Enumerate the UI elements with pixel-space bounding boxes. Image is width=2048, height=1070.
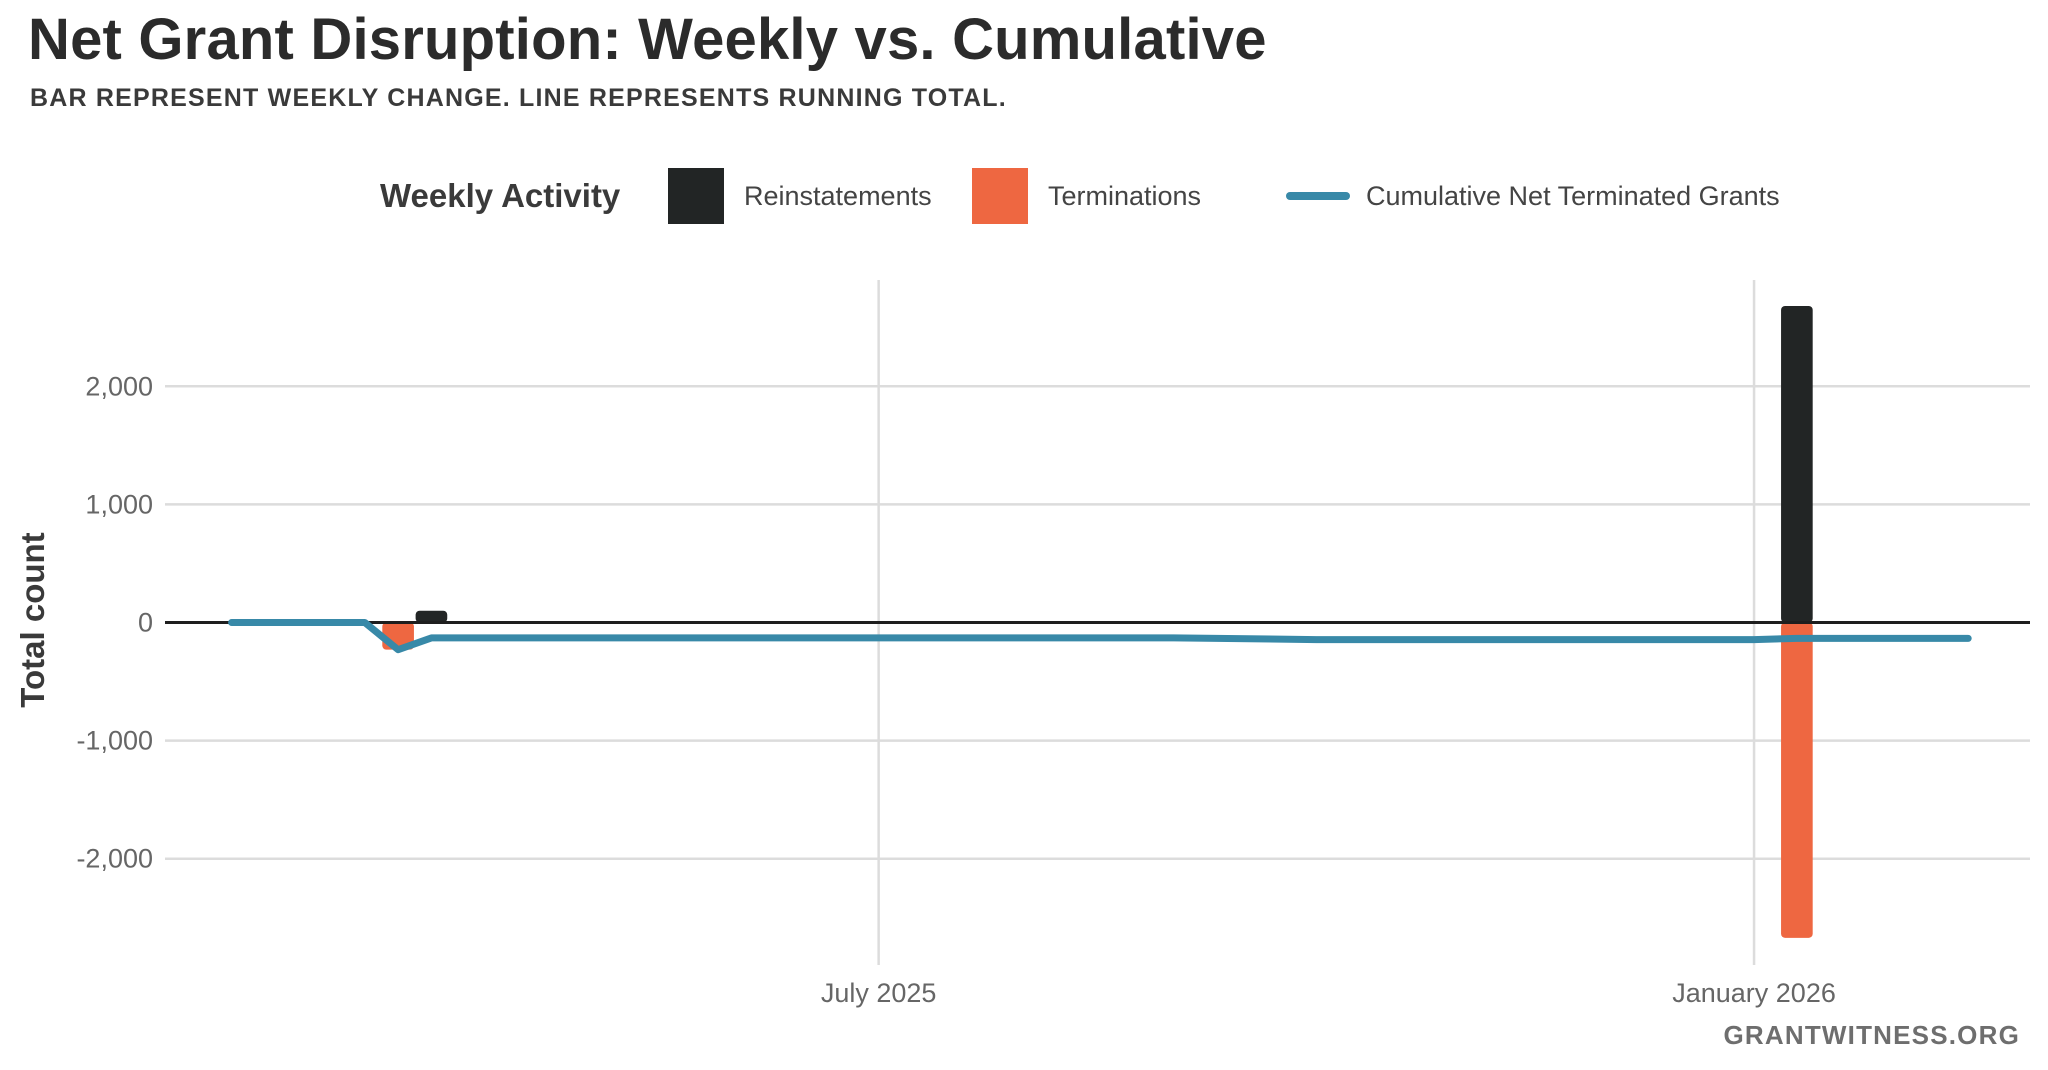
x-axis-ticks: July 2025 January 2026	[821, 978, 1836, 1008]
legend-swatch-terminations	[972, 168, 1028, 224]
cumulative-line	[228, 619, 1972, 654]
bar-reinstatements	[415, 610, 448, 623]
y-axis-label: Total count	[14, 532, 51, 707]
legend-swatch-reinstatements	[668, 168, 724, 224]
bar-terminations	[1781, 622, 1813, 938]
x-tick-label: July 2025	[821, 978, 937, 1008]
y-tick-label: 0	[138, 608, 153, 638]
chart-title: Net Grant Disruption: Weekly vs. Cumulat…	[28, 7, 1267, 72]
legend-title: Weekly Activity	[380, 177, 621, 214]
cumulative-line-group	[228, 619, 1972, 654]
y-axis-ticks: -2,000 -1,000 0 1,000 2,000	[76, 371, 153, 873]
y-tick-label: 2,000	[85, 371, 153, 401]
legend: Weekly Activity Reinstatements Terminati…	[380, 168, 1780, 224]
chart-subtitle: BAR REPRESENT WEEKLY CHANGE. LINE REPRES…	[30, 84, 1007, 112]
legend-label-terminations: Terminations	[1048, 181, 1201, 211]
bar-reinstatements	[1781, 305, 1813, 623]
y-tick-label: -1,000	[76, 726, 153, 756]
bars	[382, 305, 1813, 938]
source-credit: GRANTWITNESS.ORG	[1723, 1020, 2020, 1050]
legend-label-cumulative: Cumulative Net Terminated Grants	[1366, 181, 1780, 211]
legend-label-reinstatements: Reinstatements	[744, 181, 932, 211]
y-tick-label: -2,000	[76, 844, 153, 874]
y-tick-label: 1,000	[85, 489, 153, 519]
x-tick-label: January 2026	[1672, 978, 1836, 1008]
